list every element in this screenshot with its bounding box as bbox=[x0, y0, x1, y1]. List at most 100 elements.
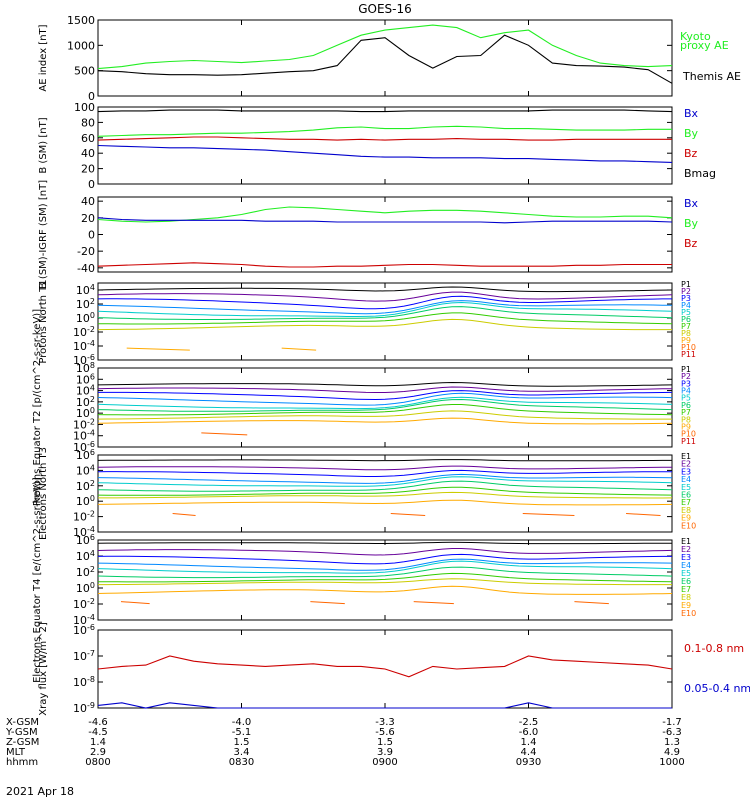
series-0-1-0-8-nm bbox=[97, 655, 673, 678]
series-themis-ae bbox=[97, 34, 673, 84]
ephem-row-label: Z-GSM bbox=[6, 737, 39, 748]
y-tick-label: 0 bbox=[88, 90, 95, 103]
y-tick-label: 104 bbox=[76, 463, 95, 477]
y-tick-label: 102 bbox=[76, 565, 95, 579]
channel-E1 bbox=[97, 541, 672, 545]
legend-e1: E1 bbox=[681, 537, 691, 546]
y-tick-label: 20 bbox=[81, 212, 95, 225]
legend-p7: P7 bbox=[681, 408, 691, 417]
channel-P2 bbox=[97, 291, 673, 302]
ephem-y: -6.3 bbox=[662, 727, 682, 738]
channel-P9 bbox=[126, 347, 190, 351]
series-bx bbox=[97, 217, 673, 224]
legend-p2: P2 bbox=[681, 287, 691, 296]
panel-bsm: 0 20 40 60 80 100 B (SM) [nT] Bx By Bz Bmag bbox=[38, 101, 716, 191]
ephemeris-table: X-GSMY-GSMZ-GSMMLThhmm-4.6-4.51.42.90800… bbox=[5, 717, 685, 768]
series-bz bbox=[97, 262, 672, 268]
channel-P5 bbox=[97, 396, 673, 410]
channel-P4 bbox=[97, 392, 673, 406]
panel-frame bbox=[97, 196, 673, 273]
channel-E9 bbox=[97, 499, 673, 506]
channel-E10 bbox=[172, 513, 196, 517]
legend-e9: E9 bbox=[681, 514, 691, 523]
legend-e2: E2 bbox=[681, 545, 691, 554]
channel-E3 bbox=[97, 469, 672, 477]
y-axis-label: Xray flux [W/m^2] bbox=[38, 622, 49, 716]
legend-by: By bbox=[684, 127, 699, 140]
legend-p1: P1 bbox=[681, 365, 691, 374]
y-tick-label: 100 bbox=[76, 494, 95, 508]
legend-e2: E2 bbox=[681, 460, 691, 469]
y-tick-label: 500 bbox=[74, 65, 95, 78]
y-tick-label: 1500 bbox=[67, 14, 95, 27]
ephem-hhmm: 0830 bbox=[229, 757, 254, 768]
legend-e5: E5 bbox=[681, 569, 691, 578]
channel-E10 bbox=[310, 601, 345, 605]
y-tick-label: 10-6 bbox=[73, 440, 95, 454]
legend-p8: P8 bbox=[681, 329, 691, 338]
legend-kyoto-line1: KyotoKyoto proxy AE bbox=[680, 30, 711, 43]
ephem-mlt: 4.9 bbox=[664, 747, 680, 758]
channel-E1 bbox=[97, 459, 672, 462]
y-tick-label: 10-2 bbox=[73, 325, 95, 339]
y-tick-label: 108 bbox=[76, 361, 95, 375]
y-axis-label: B (SM) [nT] bbox=[38, 117, 49, 173]
y-axis-label: Electrons Equator T4 [e/(cm^2-s-sr-keV)] bbox=[32, 477, 43, 683]
channel-E7 bbox=[97, 486, 673, 496]
legend-e8: E8 bbox=[681, 593, 691, 602]
channel-E10 bbox=[522, 513, 575, 517]
y-tick-label: 10-9 bbox=[73, 701, 95, 715]
channel-E8 bbox=[98, 578, 672, 586]
legend-e3: E3 bbox=[681, 553, 691, 562]
y-tick-label: 40 bbox=[81, 195, 95, 208]
y-tick-label: 106 bbox=[76, 448, 95, 462]
y-tick-label: -40 bbox=[77, 262, 95, 275]
y-tick-label: 10-4 bbox=[73, 429, 95, 443]
legend-e3: E3 bbox=[681, 467, 691, 476]
legend: 0.1-0.8 nm 0.05-0.4 nm bbox=[684, 642, 750, 695]
channel-E5 bbox=[97, 476, 673, 487]
y-tick-label: 10-4 bbox=[73, 613, 95, 627]
y-tick-label: 10-2 bbox=[73, 597, 95, 611]
legend-e8: E8 bbox=[681, 506, 691, 515]
ephem-mlt: 3.4 bbox=[234, 747, 250, 758]
y-tick-label: 10-6 bbox=[73, 353, 95, 367]
series-0-05-0-4-nm bbox=[97, 702, 672, 709]
ephem-row-label: X-GSM bbox=[6, 717, 39, 728]
legend-e6: E6 bbox=[681, 491, 691, 500]
ephem-row-label: Y-GSM bbox=[5, 727, 38, 738]
ephem-hhmm: 0930 bbox=[516, 757, 541, 768]
channel-P2 bbox=[97, 386, 673, 393]
date-label: 2021 Apr 18 bbox=[6, 785, 74, 798]
legend-kyoto-line2: proxy AE bbox=[680, 39, 729, 52]
y-axis-label: Protons North T1 bbox=[38, 279, 49, 363]
channel-P10 bbox=[201, 432, 248, 436]
series-bmag bbox=[97, 109, 673, 113]
legend-e10: E10 bbox=[681, 521, 696, 530]
channel-P5 bbox=[97, 301, 673, 317]
channel-P9 bbox=[97, 417, 673, 425]
y-axis-label: Electrons North T3 bbox=[38, 447, 49, 540]
channel-P1 bbox=[97, 286, 673, 293]
legend-bz: Bz bbox=[684, 147, 698, 160]
y-tick-label: 40 bbox=[81, 147, 95, 160]
channel-E7 bbox=[97, 572, 673, 583]
channel-P3 bbox=[98, 390, 673, 401]
legend-p1: P1 bbox=[681, 280, 691, 289]
legend-p6: P6 bbox=[681, 401, 691, 410]
y-tick-label: 106 bbox=[76, 372, 95, 386]
ephem-z: 1.3 bbox=[664, 737, 680, 748]
y-tick-label: 104 bbox=[76, 384, 95, 398]
channel-E3 bbox=[97, 553, 672, 565]
legend-bx: Bx bbox=[684, 107, 699, 120]
legend-p9: P9 bbox=[681, 336, 691, 345]
channel-P8 bbox=[97, 410, 672, 420]
channel-P7 bbox=[97, 404, 673, 416]
y-tick-label: 100 bbox=[76, 406, 95, 420]
y-tick-label: 80 bbox=[81, 116, 95, 129]
